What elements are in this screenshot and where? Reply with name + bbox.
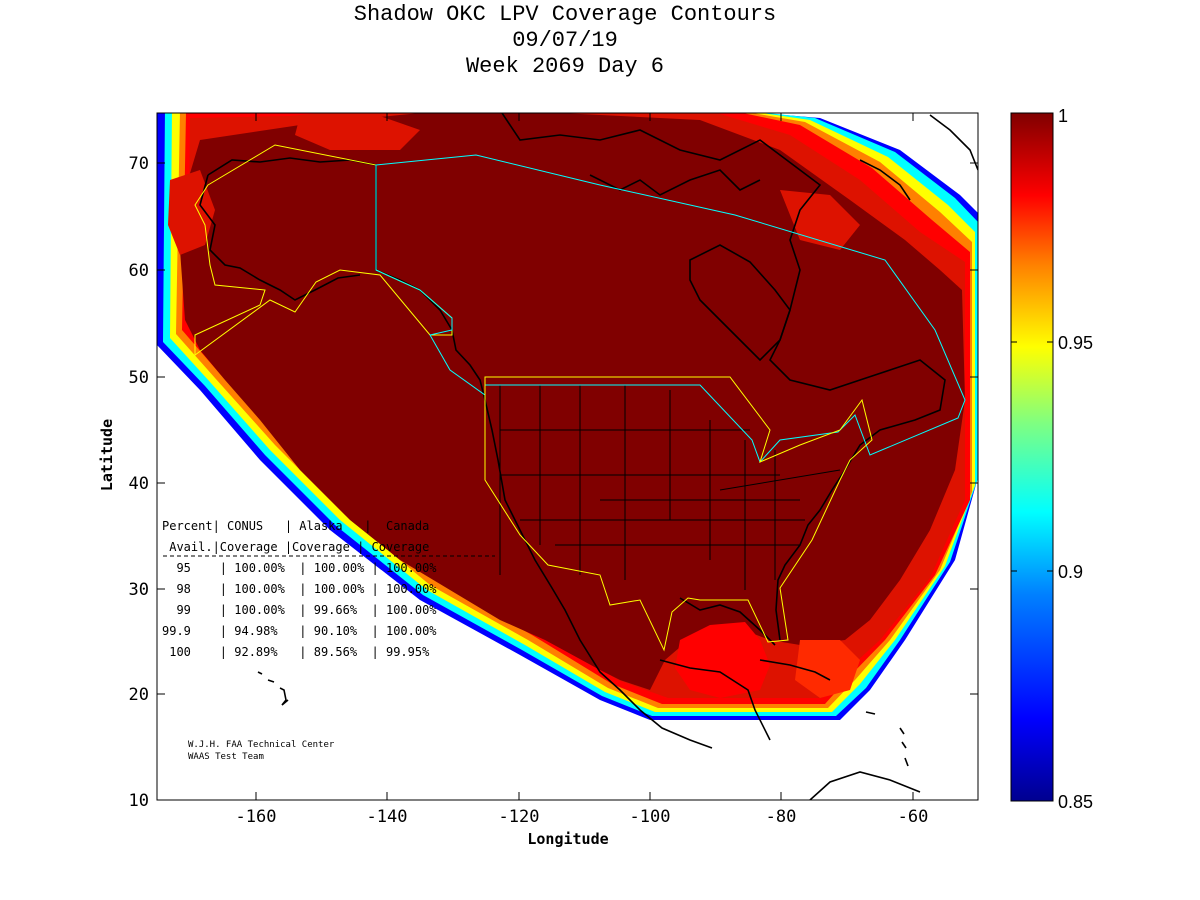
y-axis-label: Latitude <box>98 419 116 491</box>
chart-date: 09/07/19 <box>512 28 618 53</box>
x-tick-label: -60 <box>898 807 929 827</box>
colorbar-ticks <box>1011 341 1053 572</box>
y-tick-label: 10 <box>129 791 149 811</box>
x-tick-label: -120 <box>499 807 540 827</box>
x-tick-label: -140 <box>367 807 408 827</box>
colorbar-tick-label: 0.85 <box>1058 792 1093 812</box>
table-row: 99 | 100.00% | 99.66% | 100.00% <box>162 603 437 617</box>
coverage-table: Percent| CONUS | Alaska | Canada Avail.|… <box>162 519 495 659</box>
colorbar <box>1010 112 1054 802</box>
y-tick-label: 40 <box>129 474 149 494</box>
x-axis-label: Longitude <box>527 830 608 848</box>
plot-frame <box>156 112 979 801</box>
x-tick-label: -160 <box>236 807 277 827</box>
table-header: Percent| CONUS | Alaska | Canada <box>162 519 429 533</box>
table-row: 98 | 100.00% | 100.00% | 100.00% <box>162 582 437 596</box>
table-header: Avail.|Coverage |Coverage | Coverage <box>162 540 429 554</box>
canada-boundary <box>375 154 966 463</box>
credit-line: WAAS Test Team <box>188 752 264 762</box>
x-tick-label: -100 <box>630 807 671 827</box>
conus-boundary <box>484 376 873 652</box>
table-row: 95 | 100.00% | 100.00% | 100.00% <box>162 561 437 575</box>
y-tick-label: 60 <box>129 261 149 281</box>
colorbar-tick-label: 1 <box>1058 106 1068 126</box>
chart-title: Shadow OKC LPV Coverage Contours <box>353 2 777 27</box>
x-tick-label: -80 <box>766 807 797 827</box>
table-row: 99.9 | 94.98% | 90.10% | 100.00% <box>162 624 437 638</box>
region-boundaries <box>194 144 966 652</box>
colorbar-tick-label: 0.9 <box>1058 562 1083 582</box>
x-tick-marks <box>255 113 914 800</box>
y-tick-marks <box>157 162 978 695</box>
chart-week: Week 2069 Day 6 <box>465 54 665 79</box>
y-tick-label: 70 <box>129 154 149 174</box>
y-tick-label: 50 <box>129 368 149 388</box>
table-row: 100 | 92.89% | 89.56% | 99.95% <box>162 645 430 659</box>
credit-line: W.J.H. FAA Technical Center <box>188 740 335 750</box>
state-borders <box>499 385 841 590</box>
colorbar-tick-label: 0.95 <box>1058 333 1093 353</box>
coastlines <box>199 113 978 800</box>
y-tick-label: 30 <box>129 580 149 600</box>
islands <box>257 671 909 767</box>
y-tick-label: 20 <box>129 685 149 705</box>
